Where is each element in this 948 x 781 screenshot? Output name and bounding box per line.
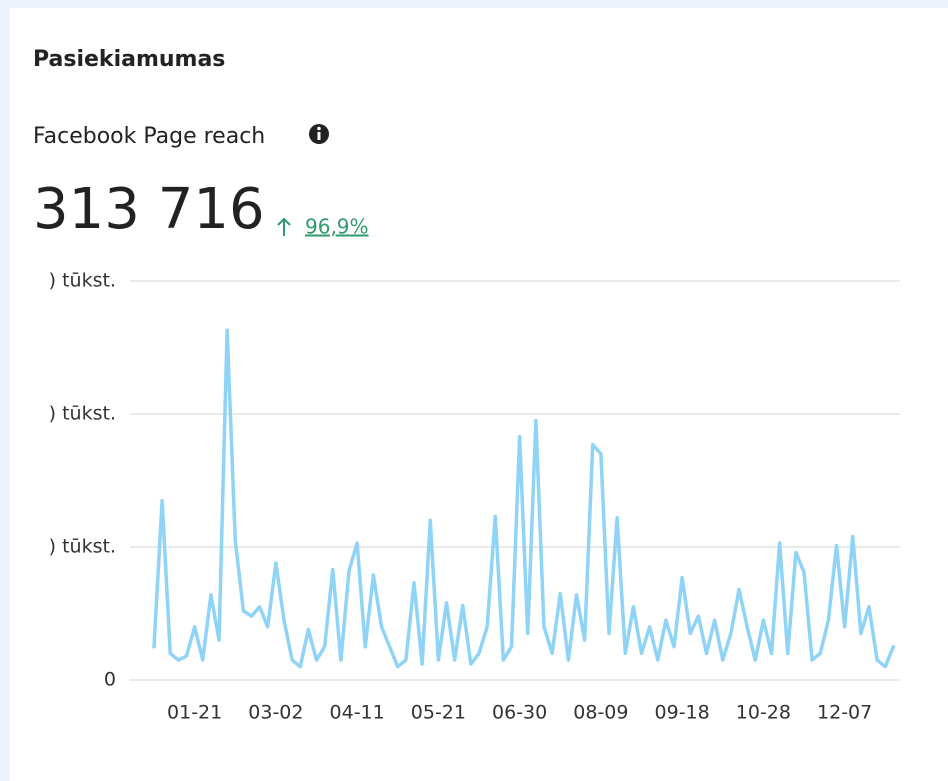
y-tick-label: ) tūkst.: [49, 270, 116, 292]
reach-line: [152, 328, 896, 669]
x-tick-label: 12-07: [817, 702, 872, 724]
x-tick-label: 06-30: [492, 702, 547, 724]
x-tick-label: 03-02: [248, 702, 303, 724]
widget-title: Pasiekiamumas: [33, 47, 225, 72]
x-tick-label: 09-18: [655, 702, 710, 724]
x-tick-label: 08-09: [573, 702, 628, 724]
up-arrow: [277, 217, 291, 236]
y-tick-label: ) tūkst.: [49, 403, 116, 425]
metric-name: Facebook Page reach: [33, 124, 265, 149]
x-tick-label: 10-28: [736, 702, 791, 724]
change-percent[interactable]: 96,9%: [305, 215, 369, 239]
y-tick-label: 0: [104, 669, 116, 691]
y-tick-label: ) tūkst.: [49, 536, 116, 558]
metric-value: 313 716: [33, 177, 265, 242]
x-tick-label: 05-21: [411, 702, 466, 724]
x-tick-label: 01-21: [167, 702, 222, 724]
x-tick-label: 04-11: [330, 702, 385, 724]
info-icon[interactable]: [309, 124, 329, 144]
